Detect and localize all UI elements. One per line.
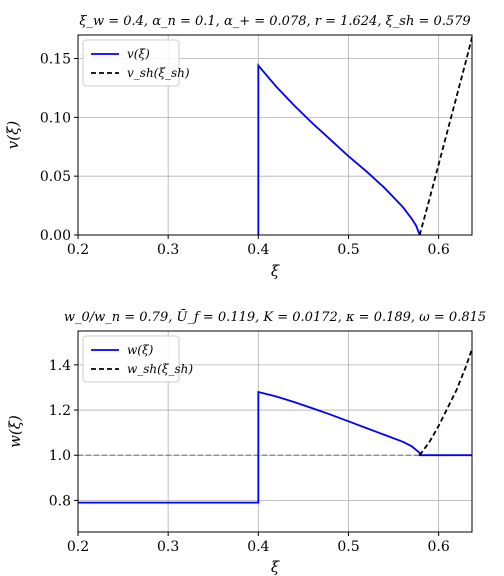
- legend: w(ξ) w_sh(ξ_sh): [82, 335, 193, 383]
- x-tick-label: 0.4: [247, 539, 269, 555]
- x-axis-label: ξ: [271, 262, 280, 280]
- x-tick-label: 0.6: [428, 242, 450, 258]
- chart-panel-2: 0.2 0.3 0.4 0.5 0.6 0.8 1.0 1.2 1.4 w_0/w_n = 0.7…: [6, 309, 486, 576]
- legend-box: [82, 39, 180, 87]
- x-tick-label: 0.6: [428, 539, 450, 555]
- y-axis-label: w(ξ): [6, 415, 24, 448]
- legend: v(ξ) v_sh(ξ_sh): [82, 39, 190, 87]
- plot-frame: [77, 34, 473, 236]
- legend-box: [82, 335, 180, 383]
- y-tick-label: 0.15: [40, 52, 71, 68]
- x-tick-label: 0.2: [67, 242, 89, 258]
- y-axis-label: v(ξ): [4, 121, 22, 150]
- y-tick-label: 0.8: [49, 493, 71, 509]
- plot-frame: [77, 330, 473, 533]
- series-line-2: [418, 37, 472, 235]
- y-tick-label: 0.00: [40, 228, 71, 244]
- legend-label: w_sh(ξ_sh): [127, 362, 193, 376]
- y-tick-label: 1.4: [49, 358, 71, 374]
- chart-title: w_0/w_n = 0.79, Ū_f = 0.119, K = 0.0172,…: [64, 309, 486, 325]
- x-tick-label: 0.3: [157, 539, 179, 555]
- chart-title: ξ_w = 0.4, α_n = 0.1, α_+ = 0.078, r = 1…: [79, 14, 470, 29]
- y-tick-label: 1.2: [49, 403, 71, 419]
- x-tick-label: 0.4: [247, 242, 269, 258]
- x-tick-label: 0.5: [337, 539, 359, 555]
- series-line-1: [78, 390, 472, 504]
- y-tick-label: 1.0: [49, 448, 71, 464]
- y-tick-label: 0.10: [40, 110, 71, 126]
- legend-label: v_sh(ξ_sh): [127, 66, 190, 80]
- x-tick-label: 0.3: [157, 242, 179, 258]
- legend-label: w(ξ): [127, 343, 154, 357]
- chart-panel-1: 0.2 0.3 0.4 0.5 0.6 0.00 0.05 0.10 0.15 ξ_w = 0.4…: [4, 14, 473, 280]
- series-line-2: [418, 348, 472, 456]
- y-tick-label: 0.05: [40, 169, 71, 185]
- x-axis-label: ξ: [271, 558, 280, 576]
- x-tick-label: 0.5: [337, 242, 359, 258]
- legend-label: v(ξ): [127, 47, 150, 61]
- x-tick-label: 0.2: [67, 539, 89, 555]
- series-line-1: [257, 63, 421, 235]
